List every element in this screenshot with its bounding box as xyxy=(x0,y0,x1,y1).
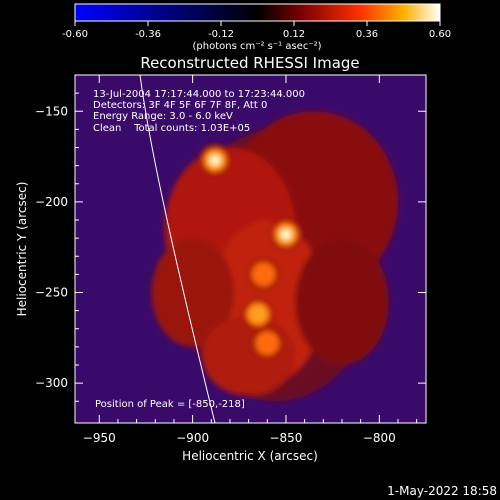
axis-ticks: −950 −900 −850 −800 −150 −200 −250 −300 xyxy=(35,75,426,445)
colorbar-units-label: (photons cm⁻² s⁻¹ asec⁻²) xyxy=(192,41,321,52)
footer-date: 1-May-2022 18:58 xyxy=(387,484,497,498)
heatmap-image xyxy=(75,75,426,423)
source-contour xyxy=(253,310,262,319)
y-tick-label: −250 xyxy=(35,286,68,300)
x-tick-label: −900 xyxy=(176,431,209,445)
plot-frame xyxy=(74,74,427,424)
annotation-clean: Clean Total counts: 1.03E+05 xyxy=(93,123,250,134)
y-tick-label: −150 xyxy=(35,104,68,118)
colorbar xyxy=(74,3,441,22)
annotation-time-range: 13-Jul-2004 17:17:44.000 to 17:23:44.000 xyxy=(93,89,305,100)
x-axis-label: Heliocentric X (arcsec) xyxy=(182,449,318,463)
annotation-detectors: Detectors: 3F 4F 5F 6F 7F 8F, Att 0 xyxy=(93,100,267,111)
colorbar-tick-label: 0.36 xyxy=(356,29,378,40)
solar-limb-line xyxy=(139,75,216,423)
diffuse-emission xyxy=(295,238,389,365)
x-tick-label: −800 xyxy=(363,431,396,445)
diffuse-emission xyxy=(201,316,296,396)
colorbar-tick-label: 0.60 xyxy=(429,29,451,40)
source-contour xyxy=(211,156,220,165)
diffuse-emission xyxy=(151,238,234,347)
colorbar-tick-label: -0.60 xyxy=(62,29,88,40)
colorbar-tick-label: -0.36 xyxy=(135,29,161,40)
annotation-energy: Energy Range: 3.0 - 6.0 keV xyxy=(93,111,233,122)
colorbar-tick-label: -0.12 xyxy=(208,29,234,40)
y-tick-label: −300 xyxy=(35,376,68,390)
source-contour xyxy=(259,270,268,279)
y-axis-label: Heliocentric Y (arcsec) xyxy=(15,182,29,317)
x-tick-label: −850 xyxy=(269,431,302,445)
annotation-peak-position: Position of Peak = [-850,-218] xyxy=(95,399,245,410)
chart-title: Reconstructed RHESSI Image xyxy=(140,54,359,72)
x-tick-label: −950 xyxy=(83,431,116,445)
colorbar-tick-label: 0.12 xyxy=(283,29,305,40)
source-contour xyxy=(263,339,272,348)
source-contour xyxy=(281,230,290,239)
y-tick-label: −200 xyxy=(35,195,68,209)
colorbar-ticks: -0.60 -0.36 -0.12 0.12 0.36 0.60 xyxy=(62,21,451,40)
